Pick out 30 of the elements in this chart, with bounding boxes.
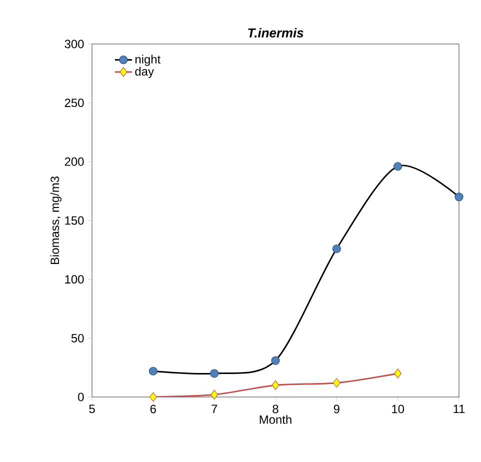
y-tick-label: 150 [65,216,84,225]
y-tick-label: 50 [71,334,84,342]
x-tick-label: 5 [89,404,95,414]
x-axis-title: Month [260,415,292,424]
y-tick-label: 300 [64,40,84,48]
point [272,380,280,390]
x-tick-label: 7 [212,404,218,413]
legend-label: night [135,54,161,66]
point [394,368,402,378]
x-tick-label: 11 [454,404,465,413]
point [394,162,402,171]
y-tick-label: 0 [78,392,84,402]
x-tick-label: 9 [334,404,340,414]
point [332,378,340,388]
point [332,244,341,254]
x-tick-label: 8 [272,404,278,414]
point [148,366,158,376]
point [454,192,464,202]
point [210,390,218,400]
legend-label: day [135,66,154,78]
point [271,356,280,365]
y-tick-label: 200 [64,157,84,166]
y-axis-title: Biomass, mg/m3 [50,176,62,264]
x-tick-label: 6 [150,404,156,414]
point [210,369,219,378]
chart-title: T.inermis [248,28,304,38]
y-tick-label: 250 [64,98,84,108]
x-tick-label: 10 [392,404,404,414]
y-tick-label: 100 [65,275,84,284]
point [149,392,157,402]
